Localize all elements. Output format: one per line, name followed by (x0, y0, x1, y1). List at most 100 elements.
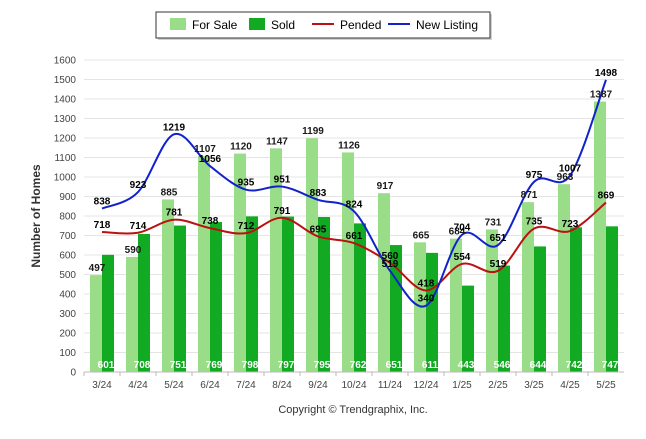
bar-sold (246, 216, 258, 372)
label-for-sale: 1107 (194, 144, 216, 155)
bar-sold (462, 285, 474, 372)
line-layer (101, 79, 607, 308)
label-for-sale: 1147 (266, 136, 288, 147)
bar-sold (354, 223, 366, 372)
label-sold: 708 (134, 360, 151, 371)
bar-sold (606, 226, 618, 372)
label-sold: 546 (494, 360, 511, 371)
bar-for-sale (342, 152, 354, 372)
label-pended: 712 (238, 221, 255, 232)
label-sold: 644 (530, 360, 547, 371)
legend-label: For Sale (192, 18, 238, 32)
bar-for-sale (378, 193, 390, 372)
bar-for-sale (558, 184, 570, 372)
label-sold: 651 (386, 360, 403, 371)
label-for-sale: 871 (521, 190, 538, 201)
bar-sold (318, 216, 330, 372)
y-tick-label: 500 (59, 270, 76, 281)
label-new-listing: 1219 (163, 122, 186, 133)
bar-sold (174, 225, 186, 372)
bar-for-sale (198, 156, 210, 372)
x-tick-label: 7/24 (236, 380, 256, 391)
bar-for-sale (486, 229, 498, 372)
bar-sold (570, 227, 582, 372)
label-sold: 601 (98, 360, 115, 371)
x-tick-label: 11/24 (378, 380, 403, 391)
legend: For Sale Sold Pended New Listing (155, 11, 492, 40)
label-pended: 519 (490, 259, 507, 270)
label-sold: 611 (422, 360, 439, 371)
y-tick-label: 1500 (54, 75, 77, 86)
legend-label: Sold (271, 18, 295, 32)
label-new-listing: 935 (238, 178, 255, 189)
bar-sold (498, 265, 510, 372)
label-layer: 497 601 718 838 590 708 714 923 885 751 781 1219 110… (89, 68, 619, 371)
bar-layer (90, 101, 618, 372)
label-new-listing: 1498 (595, 68, 618, 79)
y-tick-label: 0 (70, 368, 76, 379)
label-new-listing: 838 (94, 197, 111, 208)
x-tick-label: 6/24 (200, 380, 220, 391)
bar-sold (282, 216, 294, 372)
line-pended (101, 201, 607, 292)
label-for-sale: 1387 (590, 90, 613, 101)
label-new-listing: 923 (130, 180, 147, 191)
y-tick-label: 700 (59, 231, 76, 242)
bar-for-sale (450, 238, 462, 372)
bar-for-sale (90, 275, 102, 372)
label-sold: 443 (458, 360, 475, 371)
label-sold: 795 (314, 360, 331, 371)
label-sold: 762 (350, 360, 367, 371)
label-pended: 661 (346, 231, 363, 242)
label-new-listing: 1056 (199, 154, 222, 165)
y-tick-label: 800 (59, 212, 76, 223)
label-for-sale: 497 (89, 263, 106, 274)
x-tick-label: 2/25 (488, 380, 508, 391)
label-sold: 742 (566, 360, 583, 371)
label-for-sale: 1120 (230, 142, 252, 153)
bar-for-sale (522, 202, 534, 372)
label-for-sale: 1199 (302, 126, 324, 137)
y-tick-label: 900 (59, 192, 76, 203)
x-tick-label: 5/25 (596, 380, 616, 391)
label-sold: 798 (242, 360, 259, 371)
x-tick-label: 5/24 (164, 380, 184, 391)
x-tick-label: 3/24 (92, 380, 112, 391)
x-tick-label: 4/25 (560, 380, 580, 391)
y-tick-label: 1200 (54, 134, 77, 145)
x-tick-label: 8/24 (272, 380, 292, 391)
y-tick-label: 300 (59, 309, 76, 320)
label-for-sale: 917 (377, 181, 394, 192)
copyright-text: Copyright © Trendgraphix, Inc. (278, 404, 427, 416)
label-new-listing: 651 (490, 233, 507, 244)
y-tick-label: 400 (59, 290, 76, 301)
label-for-sale: 963 (557, 172, 574, 183)
x-tick-label: 4/24 (128, 380, 148, 391)
y-tick-label: 600 (59, 251, 76, 262)
line-new-listing (101, 79, 607, 308)
label-pended: 560 (382, 251, 399, 262)
label-new-listing: 1007 (559, 164, 582, 175)
y-tick-label: 1000 (54, 173, 77, 184)
bar-sold (138, 233, 150, 372)
label-new-listing: 519 (382, 259, 399, 270)
label-pended: 791 (274, 206, 291, 217)
label-sold: 769 (206, 360, 223, 371)
bar-for-sale (126, 256, 138, 372)
axis-layer: 0 100 200 300 400 500 600 700 800 900 1000 1100 1200… (54, 56, 624, 391)
bar-for-sale (270, 148, 282, 372)
y-tick-label: 1400 (54, 95, 77, 106)
label-pended: 723 (562, 219, 579, 230)
label-pended: 735 (526, 217, 543, 228)
y-axis-title: Number of Homes (29, 164, 43, 268)
bar-sold (426, 252, 438, 372)
x-tick-label: 12/24 (413, 380, 438, 391)
label-pended: 718 (94, 220, 111, 231)
bar-sold (534, 246, 546, 372)
y-tick-label: 1600 (54, 56, 77, 67)
bar-for-sale (162, 199, 174, 372)
label-pended: 714 (130, 221, 147, 232)
label-for-sale: 885 (161, 187, 178, 198)
label-new-listing: 975 (526, 170, 543, 181)
